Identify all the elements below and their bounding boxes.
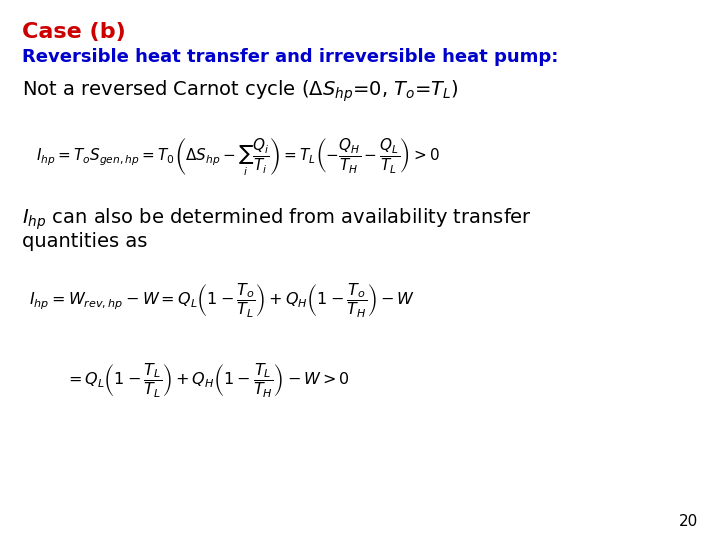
Text: $I_{hp} = W_{rev,hp} - W = Q_L\left(1 - \dfrac{T_o}{T_L}\right) + Q_H\left(1 - \: $I_{hp} = W_{rev,hp} - W = Q_L\left(1 - … (29, 282, 415, 320)
Text: 20: 20 (679, 514, 698, 529)
Text: Reversible heat transfer and irreversible heat pump:: Reversible heat transfer and irreversibl… (22, 48, 558, 65)
Text: Not a reversed Carnot cycle ($\Delta S_{hp}$=0, $T_o$=$T_L$): Not a reversed Carnot cycle ($\Delta S_{… (22, 78, 458, 104)
Text: $I_{hp} = T_oS_{gen,hp} = T_0\left(\Delta S_{hp} - \sum_{i}\dfrac{Q_i}{T_i}\righ: $I_{hp} = T_oS_{gen,hp} = T_0\left(\Delt… (36, 136, 440, 178)
Text: Case (b): Case (b) (22, 22, 125, 42)
Text: quantities as: quantities as (22, 232, 147, 251)
Text: $I_{hp}$ can also be determined from availability transfer: $I_{hp}$ can also be determined from ava… (22, 206, 531, 232)
Text: $= Q_L\left(1 - \dfrac{T_L}{T_L}\right) + Q_H\left(1 - \dfrac{T_L}{T_H}\right) -: $= Q_L\left(1 - \dfrac{T_L}{T_L}\right) … (65, 362, 350, 400)
